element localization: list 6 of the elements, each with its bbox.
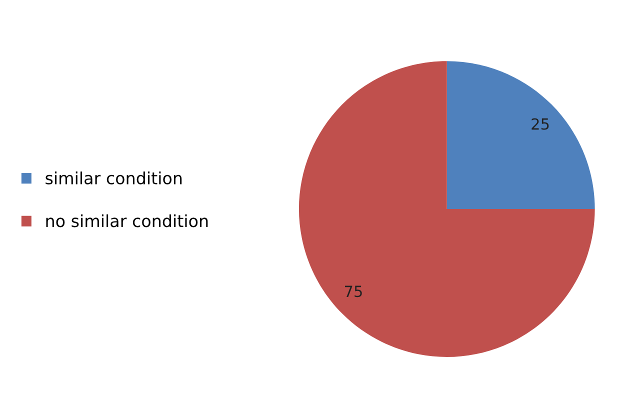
- data-label: 75: [345, 286, 362, 298]
- pie-slice: [446, 61, 595, 210]
- data-label: 25: [532, 118, 549, 130]
- legend-label: similar condition: [46, 172, 182, 184]
- pie-slice: [298, 61, 595, 357]
- legend-label: no similar condition: [46, 214, 208, 228]
